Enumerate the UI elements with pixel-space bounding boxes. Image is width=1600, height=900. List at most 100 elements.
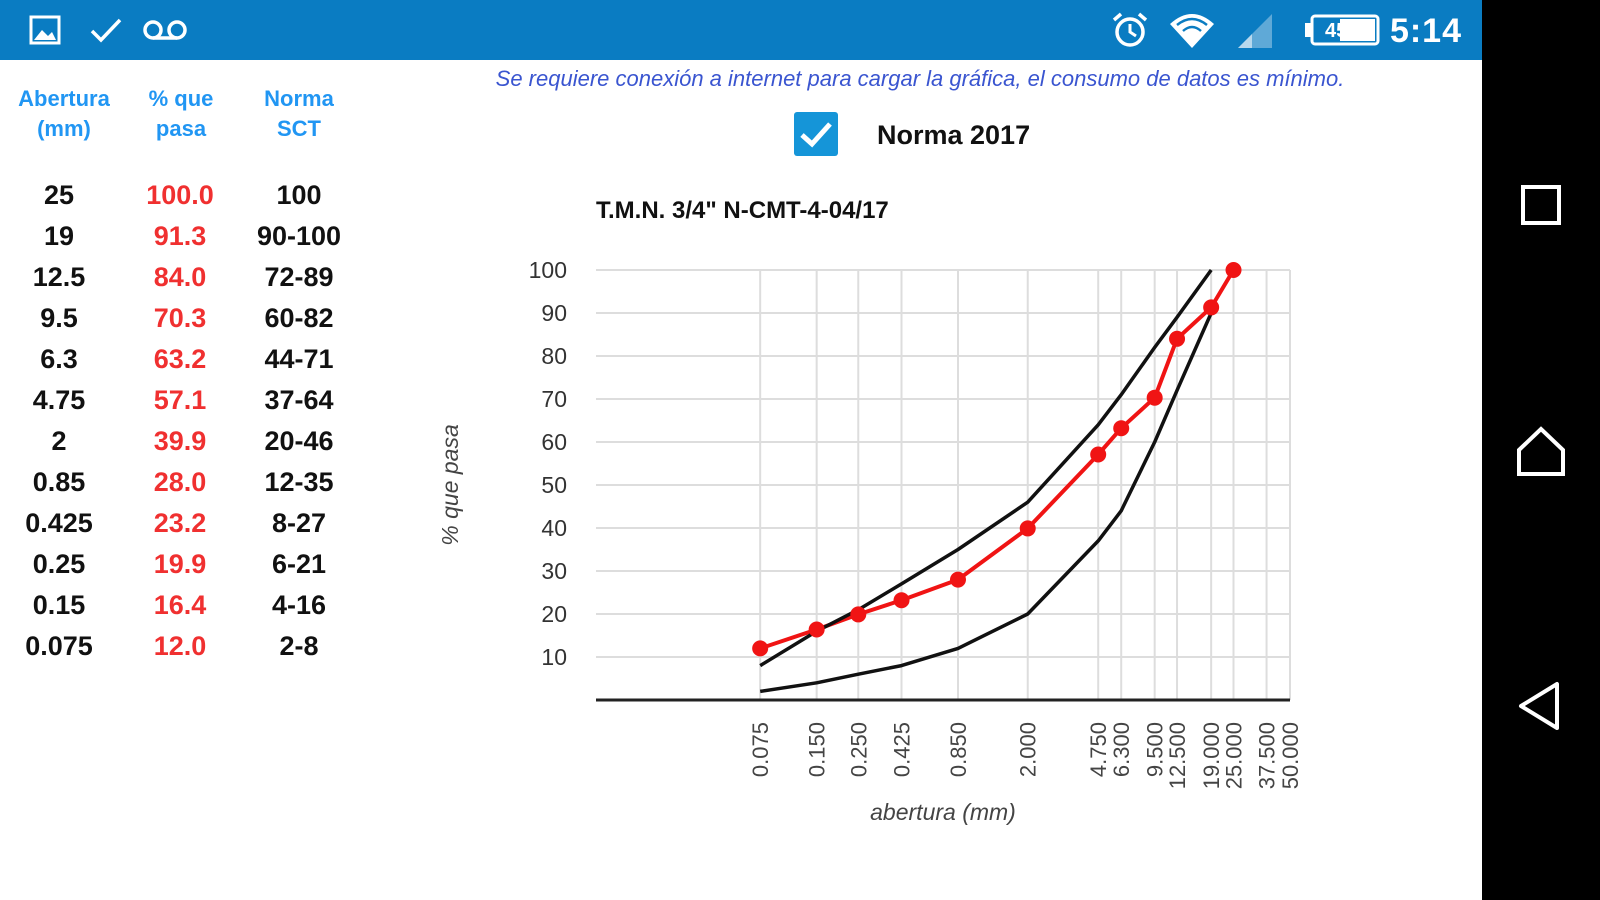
navigation-bar (1482, 0, 1600, 900)
wifi-icon (1168, 0, 1216, 60)
y-tick-label: 20 (541, 601, 567, 627)
table-row: 0.425 23.2 8-27 (0, 503, 370, 543)
sample-point (1203, 299, 1220, 316)
sample-point (1225, 262, 1242, 278)
sample-point (1113, 420, 1130, 437)
norma-cell: 2-8 (279, 631, 319, 661)
x-tick-label: 0.075 (748, 722, 773, 777)
norma-cell: 72-89 (264, 262, 334, 292)
table-row: 0.25 19.9 6-21 (0, 544, 370, 584)
voicemail-icon (142, 0, 188, 60)
y-axis-label: % que pasa (437, 424, 463, 545)
pasa-cell: 23.2 (153, 508, 207, 538)
header-pasa: % que pasa (148, 86, 214, 141)
abertura-cell: 0.075 (25, 631, 93, 661)
norma-cell: 8-27 (271, 508, 327, 538)
x-tick-label: 12.500 (1165, 722, 1190, 789)
x-tick-label: 6.300 (1109, 722, 1134, 777)
abertura-cell: 19 (43, 221, 75, 251)
recent-apps-button[interactable] (1482, 180, 1600, 230)
y-tick-label: 30 (541, 558, 567, 584)
back-button[interactable] (1482, 680, 1600, 732)
home-icon (1517, 426, 1565, 476)
chart-title: T.M.N. 3/4" N-CMT-4-04/17 (596, 197, 889, 224)
x-tick-label: 4.750 (1086, 722, 1111, 777)
table-row: 0.85 28.0 12-35 (0, 462, 370, 502)
alarm-icon (1110, 0, 1150, 60)
image-icon (28, 0, 62, 60)
y-tick-label: 100 (529, 257, 567, 283)
header-norma: Norma SCT (264, 86, 334, 141)
sample-point (949, 571, 966, 588)
table-row: 6.3 63.2 44-71 (0, 339, 370, 379)
checkmark-icon (800, 122, 832, 148)
y-tick-label: 70 (541, 386, 567, 412)
sample-point (808, 621, 825, 638)
norma-cell: 90-100 (256, 221, 342, 251)
sample-point (850, 606, 867, 623)
table-row: 25 100.0 100 (0, 175, 370, 215)
home-button[interactable] (1482, 424, 1600, 480)
pasa-cell: 12.0 (153, 631, 207, 661)
abertura-cell: 4.75 (32, 385, 86, 415)
table-row: 4.75 57.1 37-64 (0, 380, 370, 420)
norm-limit-curve (759, 312, 1213, 694)
pasa-cell: 16.4 (153, 590, 207, 620)
x-tick-label: 19.000 (1199, 722, 1224, 789)
recent-apps-icon (1521, 185, 1561, 225)
battery-icon (1302, 0, 1382, 60)
x-tick-label: 9.500 (1143, 722, 1168, 777)
abertura-cell: 9.5 (40, 303, 78, 333)
norma-cell: 44-71 (264, 344, 334, 374)
abertura-cell: 25 (43, 180, 75, 210)
x-tick-label: 0.250 (846, 722, 871, 777)
y-tick-label: 10 (541, 644, 567, 670)
pasa-cell: 28.0 (153, 467, 207, 497)
y-tick-label: 40 (541, 515, 567, 541)
x-tick-label: 50.000 (1278, 722, 1303, 789)
norm-limit-curve (759, 268, 1213, 668)
abertura-cell: 6.3 (40, 344, 78, 374)
header-abertura: Abertura (mm) (18, 86, 110, 141)
sample-point (1146, 389, 1163, 406)
norma-checkbox[interactable] (794, 112, 838, 156)
back-icon (1519, 682, 1559, 730)
abertura-cell: 2 (51, 426, 67, 456)
sample-point (893, 592, 910, 609)
pasa-cell: 91.3 (153, 221, 207, 251)
clock: 5:14 (1389, 12, 1462, 50)
norma-cell: 4-16 (271, 590, 327, 620)
signal-icon (1234, 0, 1274, 60)
norma-cell: 37-64 (264, 385, 334, 415)
abertura-cell: 0.85 (32, 467, 86, 497)
pasa-cell: 19.9 (153, 549, 207, 579)
gradation-chart: T.M.N. 3/4" N-CMT-4-04/17 10 20 30 40 50 60 70… (437, 197, 1303, 825)
sample-point (1169, 330, 1186, 347)
norma-cell: 12-35 (264, 467, 334, 497)
sample-point (752, 640, 769, 657)
abertura-cell: 0.425 (25, 508, 93, 538)
sample-point (1090, 446, 1107, 463)
x-tick-label: 0.425 (890, 722, 915, 777)
table-row: 9.5 70.3 60-82 (0, 298, 370, 338)
pasa-cell: 100.0 (146, 180, 214, 210)
pasa-cell: 70.3 (153, 303, 207, 333)
abertura-cell: 12.5 (32, 262, 86, 292)
y-tick-label: 80 (541, 343, 567, 369)
norma-cell: 6-21 (271, 549, 327, 579)
battery-percent: 45% (1324, 20, 1366, 42)
norma-cell: 100 (276, 180, 322, 210)
x-tick-label: 25.000 (1222, 722, 1247, 789)
x-tick-label: 0.150 (805, 722, 830, 777)
x-axis-label: abertura (mm) (870, 799, 1016, 825)
check-icon (88, 0, 124, 60)
norma-cell: 60-82 (264, 303, 334, 333)
table-row: 19 91.3 90-100 (0, 216, 370, 256)
y-tick-label: 90 (541, 300, 567, 326)
sample-curve (759, 268, 1236, 651)
table-row: 0.075 12.0 2-8 (0, 626, 370, 666)
pasa-cell: 57.1 (153, 385, 207, 415)
x-tick-label: 2.000 (1016, 722, 1041, 777)
norma-label: Norma 2017 (877, 120, 1031, 150)
pasa-cell: 84.0 (153, 262, 207, 292)
